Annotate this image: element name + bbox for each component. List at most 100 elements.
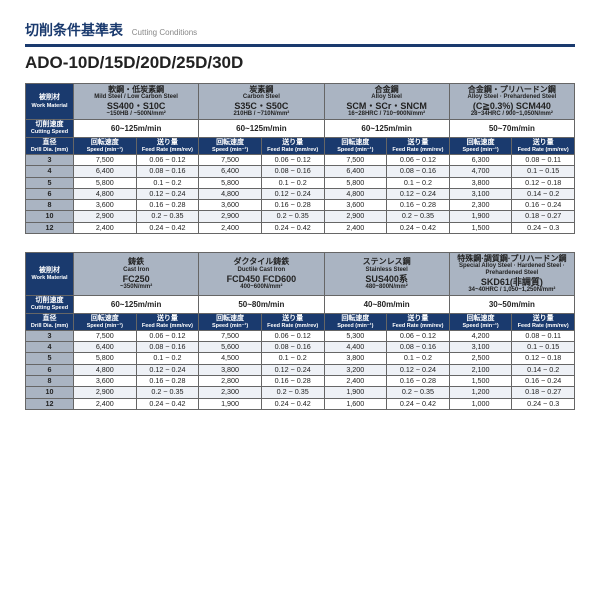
data-cell: 0.24 ~ 0.42: [387, 398, 450, 409]
diameter-cell: 4: [26, 342, 74, 353]
material-header-1: 炭素鋼Carbon SteelS35C・S50C210HB / ~710N/mm…: [199, 84, 324, 120]
cutting-speed-2: 40~80m/min: [324, 296, 449, 313]
data-cell: 1,600: [324, 398, 387, 409]
data-cell: 0.16 ~ 0.24: [512, 200, 575, 211]
data-cell: 0.24 ~ 0.3: [512, 222, 575, 233]
data-cell: 0.16 ~ 0.24: [512, 376, 575, 387]
data-cell: 0.06 ~ 0.12: [136, 330, 199, 341]
data-cell: 0.2 ~ 0.35: [261, 387, 324, 398]
table-row: 83,6000.16 ~ 0.283,6000.16 ~ 0.283,6000.…: [26, 200, 575, 211]
data-cell: 2,300: [449, 200, 512, 211]
data-cell: 7,500: [199, 330, 262, 341]
data-cell: 5,800: [74, 177, 137, 188]
data-cell: 2,400: [74, 222, 137, 233]
table-row: 46,4000.08 ~ 0.166,4000.08 ~ 0.166,4000.…: [26, 166, 575, 177]
data-cell: 2,900: [74, 211, 137, 222]
data-cell: 5,800: [74, 353, 137, 364]
data-cell: 2,400: [324, 376, 387, 387]
data-cell: 0.1 ~ 0.2: [261, 177, 324, 188]
data-cell: 0.18 ~ 0.27: [512, 211, 575, 222]
data-cell: 0.06 ~ 0.12: [387, 155, 450, 166]
cutting-speed-1: 60~125m/min: [199, 120, 324, 137]
table-row: 46,4000.08 ~ 0.165,6000.08 ~ 0.164,4000.…: [26, 342, 575, 353]
table-row: 122,4000.24 ~ 0.422,4000.24 ~ 0.422,4000…: [26, 222, 575, 233]
data-cell: 0.08 ~ 0.11: [512, 155, 575, 166]
feed-subheader: 送り量Feed Rate (mm/rev): [512, 313, 575, 330]
data-cell: 0.2 ~ 0.35: [136, 387, 199, 398]
cutting-speed-3: 50~70m/min: [449, 120, 574, 137]
data-cell: 3,100: [449, 188, 512, 199]
feed-subheader: 送り量Feed Rate (mm/rev): [387, 137, 450, 154]
table-row: 37,5000.06 ~ 0.127,5000.06 ~ 0.127,5000.…: [26, 155, 575, 166]
data-cell: 4,800: [324, 188, 387, 199]
title-en: Cutting Conditions: [132, 28, 197, 37]
data-cell: 0.12 ~ 0.18: [512, 353, 575, 364]
data-cell: 0.08 ~ 0.11: [512, 330, 575, 341]
material-header-0: 軟鋼・低炭素鋼Mild Steel / Low Carbon SteelSS40…: [74, 84, 199, 120]
data-cell: 0.1 ~ 0.2: [136, 177, 199, 188]
speed-subheader: 回転速度Speed (min⁻¹): [449, 137, 512, 154]
data-cell: 5,600: [199, 342, 262, 353]
table-row: 64,8000.12 ~ 0.243,8000.12 ~ 0.243,2000.…: [26, 364, 575, 375]
diameter-header: 直径Drill Dia. (mm): [26, 313, 74, 330]
data-cell: 0.14 ~ 0.2: [512, 188, 575, 199]
cutting-speed-0: 60~125m/min: [74, 120, 199, 137]
material-header-0: 鋳鉄Cast IronFC250~350N/mm²: [74, 253, 199, 296]
data-cell: 0.08 ~ 0.16: [136, 342, 199, 353]
data-cell: 7,500: [324, 155, 387, 166]
data-cell: 0.1 ~ 0.2: [387, 353, 450, 364]
table-row: 64,8000.12 ~ 0.244,8000.12 ~ 0.244,8000.…: [26, 188, 575, 199]
data-cell: 3,200: [324, 364, 387, 375]
data-cell: 1,500: [449, 376, 512, 387]
data-cell: 3,800: [324, 353, 387, 364]
data-cell: 4,800: [74, 188, 137, 199]
conditions-table-2: 被削材Work Material鋳鉄Cast IronFC250~350N/mm…: [25, 252, 575, 410]
data-cell: 0.12 ~ 0.24: [261, 364, 324, 375]
data-cell: 7,500: [74, 330, 137, 341]
data-cell: 0.24 ~ 0.42: [136, 398, 199, 409]
data-cell: 0.24 ~ 0.42: [261, 222, 324, 233]
data-cell: 4,200: [449, 330, 512, 341]
feed-subheader: 送り量Feed Rate (mm/rev): [261, 313, 324, 330]
diameter-cell: 3: [26, 330, 74, 341]
data-cell: 0.24 ~ 0.42: [261, 398, 324, 409]
diameter-cell: 6: [26, 364, 74, 375]
data-cell: 1,000: [449, 398, 512, 409]
data-cell: 0.1 ~ 0.2: [387, 177, 450, 188]
diameter-cell: 5: [26, 177, 74, 188]
data-cell: 1,500: [449, 222, 512, 233]
data-cell: 0.08 ~ 0.16: [387, 166, 450, 177]
data-cell: 1,900: [199, 398, 262, 409]
data-cell: 0.2 ~ 0.35: [136, 211, 199, 222]
data-cell: 2,100: [449, 364, 512, 375]
feed-subheader: 送り量Feed Rate (mm/rev): [387, 313, 450, 330]
speed-subheader: 回転速度Speed (min⁻¹): [199, 313, 262, 330]
table-row: 102,9000.2 ~ 0.352,9000.2 ~ 0.352,9000.2…: [26, 211, 575, 222]
data-cell: 0.1 ~ 0.15: [512, 166, 575, 177]
diameter-header: 直径Drill Dia. (mm): [26, 137, 74, 154]
table-row: 83,6000.16 ~ 0.282,8000.16 ~ 0.282,4000.…: [26, 376, 575, 387]
data-cell: 3,600: [74, 200, 137, 211]
feed-subheader: 送り量Feed Rate (mm/rev): [136, 313, 199, 330]
data-cell: 6,400: [74, 342, 137, 353]
material-header-2: ステンレス鋼Stainless SteelSUS400系480~800N/mm²: [324, 253, 449, 296]
data-cell: 3,600: [74, 376, 137, 387]
data-cell: 0.08 ~ 0.16: [261, 166, 324, 177]
data-cell: 4,800: [74, 364, 137, 375]
data-cell: 1,200: [449, 387, 512, 398]
cutting-speed-header: 切削速度Cutting Speed: [26, 120, 74, 137]
speed-subheader: 回転速度Speed (min⁻¹): [199, 137, 262, 154]
model-code: ADO-10D/15D/20D/25D/30D: [25, 53, 575, 73]
data-cell: 0.12 ~ 0.24: [387, 188, 450, 199]
data-cell: 2,900: [199, 211, 262, 222]
diameter-cell: 8: [26, 376, 74, 387]
cutting-speed-0: 60~125m/min: [74, 296, 199, 313]
data-cell: 5,300: [324, 330, 387, 341]
data-cell: 6,400: [324, 166, 387, 177]
speed-subheader: 回転速度Speed (min⁻¹): [74, 313, 137, 330]
diameter-cell: 10: [26, 211, 74, 222]
data-cell: 2,400: [324, 222, 387, 233]
data-cell: 6,300: [449, 155, 512, 166]
feed-subheader: 送り量Feed Rate (mm/rev): [512, 137, 575, 154]
feed-subheader: 送り量Feed Rate (mm/rev): [136, 137, 199, 154]
